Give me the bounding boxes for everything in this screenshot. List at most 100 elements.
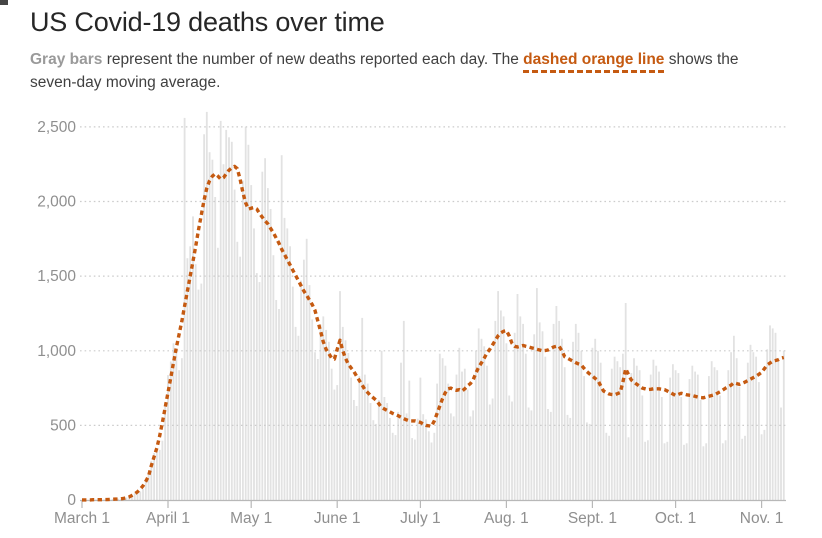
deaths-bar: [644, 441, 646, 500]
deaths-bar: [744, 435, 746, 500]
deaths-bar: [669, 377, 671, 500]
deaths-bar: [663, 443, 666, 500]
deaths-bar: [150, 460, 153, 500]
deaths-bar: [719, 395, 721, 500]
deaths-bar: [375, 423, 377, 500]
deaths-bar: [502, 316, 505, 500]
deaths-bar: [566, 414, 569, 500]
deaths-bar: [119, 499, 122, 500]
deaths-bar: [172, 343, 175, 500]
deaths-bar: [727, 370, 730, 500]
deaths-bar: [652, 359, 655, 500]
deaths-bar: [771, 328, 774, 500]
deaths-bar: [414, 439, 416, 500]
deaths-bar: [397, 411, 400, 500]
deaths-bar: [117, 498, 119, 500]
deaths-bar: [452, 416, 455, 500]
deaths-bar: [364, 374, 366, 500]
deaths-bar: [447, 383, 450, 500]
subtitle-text-1: represent the number of new deaths repor…: [102, 51, 524, 68]
deaths-bar: [561, 338, 563, 500]
deaths-bar: [749, 344, 752, 500]
covid-deaths-chart: 0 500 1,000 1,500 2,000 2,500 March 1 April 1 Ma…: [0, 95, 822, 538]
deaths-bar: [383, 397, 386, 500]
deaths-bar: [350, 377, 352, 500]
deaths-bar: [622, 353, 624, 500]
deaths-bar: [164, 403, 167, 500]
deaths-bar: [236, 241, 239, 501]
deaths-bar: [289, 246, 291, 500]
deaths-bar: [588, 423, 591, 500]
deaths-bar: [472, 410, 474, 500]
deaths-bar: [516, 294, 519, 500]
deaths-bar: [630, 373, 633, 500]
deaths-bar: [538, 322, 541, 500]
deaths-bar: [680, 397, 683, 500]
deaths-bar: [136, 492, 139, 500]
deaths-bar: [339, 291, 341, 500]
deaths-bar: [696, 374, 699, 500]
deaths-bar: [461, 371, 463, 500]
deaths-bar: [641, 395, 644, 500]
deaths-bar: [211, 159, 214, 500]
deaths-bar: [283, 217, 286, 500]
chart-header: US Covid-19 deaths over time Gray bars r…: [30, 4, 792, 94]
deaths-bar: [752, 352, 755, 500]
deaths-bar: [536, 288, 538, 500]
deaths-bar: [760, 434, 763, 500]
deaths-bar: [627, 437, 630, 500]
deaths-bar: [433, 432, 436, 500]
y-axis-tick-label: 500: [50, 417, 76, 434]
deaths-bar: [463, 368, 466, 500]
deaths-bar: [730, 352, 732, 500]
deaths-bar: [247, 144, 250, 501]
deaths-bar: [333, 389, 336, 500]
deaths-bar: [619, 367, 622, 500]
deaths-bar: [305, 238, 308, 501]
deaths-bar: [186, 258, 189, 500]
deaths-bar: [691, 365, 694, 500]
deaths-bar: [733, 335, 735, 500]
deaths-bar: [419, 377, 422, 500]
deaths-bar: [572, 341, 574, 500]
deaths-bar: [508, 395, 511, 500]
deaths-bar: [386, 403, 388, 500]
deaths-bar: [688, 379, 691, 500]
deaths-bar: [511, 401, 513, 500]
deaths-bar: [533, 334, 536, 500]
deaths-bar: [599, 362, 602, 500]
x-axis-tick-label: March 1: [54, 510, 110, 527]
deaths-bar: [353, 400, 355, 500]
deaths-bar: [142, 489, 144, 500]
deaths-bar: [486, 365, 488, 500]
deaths-bar: [125, 497, 128, 500]
moving-average-line: [82, 164, 785, 502]
deaths-bar: [569, 417, 572, 500]
deaths-bar: [677, 373, 680, 500]
deaths-bar: [311, 319, 314, 500]
deaths-bar: [133, 493, 136, 500]
x-axis-tick-label: Aug. 1: [484, 510, 529, 527]
deaths-bar: [683, 444, 685, 500]
deaths-bar: [702, 446, 705, 500]
deaths-bar: [541, 331, 544, 500]
deaths-bar: [197, 289, 200, 500]
deaths-bar: [264, 158, 266, 500]
deaths-bar: [402, 320, 405, 500]
deaths-bar: [341, 326, 344, 500]
deaths-bar: [319, 324, 322, 500]
deaths-bar: [314, 352, 316, 500]
deaths-bar: [280, 155, 283, 500]
deaths-bar: [777, 358, 780, 500]
deaths-bar: [169, 361, 172, 500]
deaths-bar: [483, 346, 486, 500]
y-axis-tick-label: 2,000: [37, 194, 76, 211]
deaths-bar: [713, 367, 716, 500]
deaths-bar: [308, 285, 311, 500]
deaths-bar: [558, 320, 560, 500]
deaths-bar: [530, 410, 533, 500]
x-axis-tick-label: June 1: [314, 510, 361, 527]
deaths-bar: [491, 398, 494, 500]
deaths-bar: [544, 356, 547, 500]
deaths-bar: [780, 407, 782, 500]
